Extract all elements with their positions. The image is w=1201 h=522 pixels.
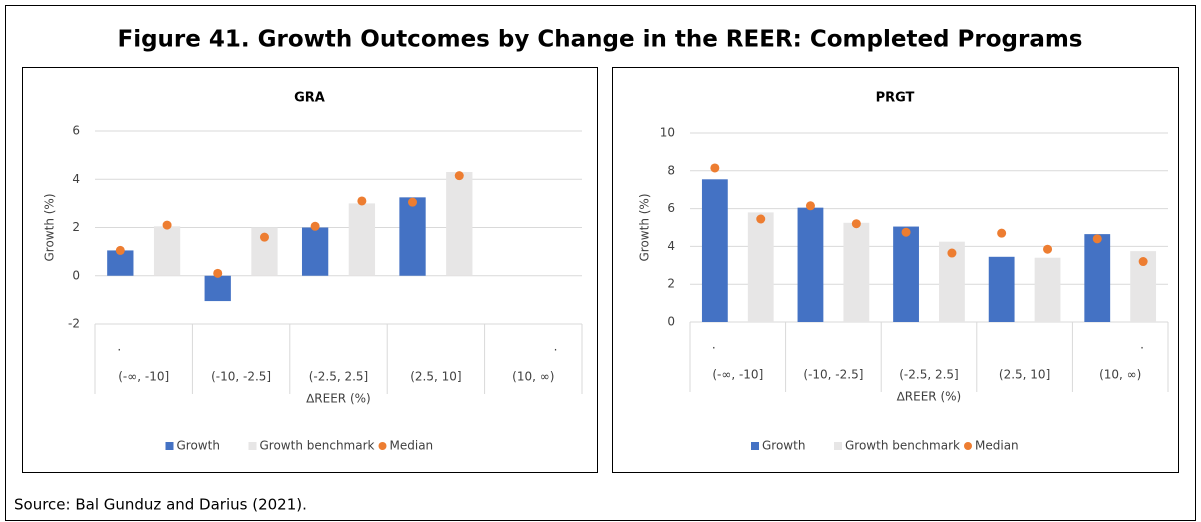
bar-label: . [1140, 338, 1144, 352]
bar [1084, 234, 1111, 322]
panel-border [22, 67, 598, 473]
median-dot [454, 171, 464, 181]
figure-title: Figure 41. Growth Outcomes by Change in … [117, 27, 1082, 53]
bar [1034, 257, 1061, 322]
x-tick-label: (2.5, 10] [999, 368, 1050, 382]
panel-title: PRGT [876, 91, 915, 106]
bar-label: . [712, 338, 716, 352]
x-tick-label: (-∞, -10] [712, 368, 763, 382]
x-tick-label: (-10, -2.5] [211, 370, 271, 384]
y-tick-label: 0 [667, 315, 675, 329]
bar [204, 275, 231, 302]
bar [348, 203, 376, 276]
y-axis-label: Growth (%) [43, 193, 57, 261]
median-dot [756, 214, 766, 224]
bar-label: . [117, 340, 121, 354]
median-dot [213, 268, 223, 278]
y-tick-label: 2 [667, 277, 675, 291]
x-tick-label: (-∞, -10] [118, 370, 169, 384]
x-tick-label: (-10, -2.5] [803, 368, 863, 382]
x-tick-label: (10, ∞) [512, 370, 554, 384]
legend-swatch [964, 442, 972, 450]
legend-swatch [378, 442, 387, 450]
bar [153, 226, 181, 276]
bar [747, 212, 774, 322]
median-dot [115, 245, 125, 255]
legend-swatch [834, 442, 842, 450]
y-tick-label: 10 [660, 126, 675, 140]
median-dot [1043, 244, 1053, 254]
y-tick-label: 6 [72, 124, 80, 138]
y-tick-label: 4 [72, 172, 80, 186]
median-dot [259, 232, 269, 242]
bar [399, 197, 426, 276]
bar [797, 207, 824, 322]
y-tick-label: 6 [667, 201, 675, 215]
legend-label: Growth [177, 439, 220, 453]
median-dot [901, 227, 911, 237]
x-axis-label: ∆REER (%) [896, 390, 961, 404]
y-axis-label: Growth (%) [638, 193, 652, 261]
bar [446, 172, 473, 276]
median-dot [851, 219, 861, 229]
panel-title: GRA [294, 91, 325, 106]
legend-swatch [165, 442, 174, 450]
y-tick-label: 4 [667, 239, 675, 253]
legend-label: Median [975, 439, 1019, 453]
x-tick-label: (10, ∞) [1099, 368, 1141, 382]
y-tick-label: 2 [72, 220, 80, 234]
x-tick-label: (-2.5, 2.5] [309, 370, 369, 384]
x-tick-label: (2.5, 10] [410, 370, 461, 384]
median-dot [162, 220, 172, 230]
bar-label: . [554, 340, 558, 354]
legend-label: Growth [762, 439, 805, 453]
median-dot [1138, 257, 1148, 267]
bar [988, 256, 1015, 322]
bar [701, 179, 728, 322]
legend-swatch [248, 442, 257, 450]
legend-label: Growth benchmark [260, 439, 375, 453]
legend-label: Growth benchmark [845, 439, 960, 453]
figure-border [5, 5, 1196, 521]
median-dot [408, 197, 418, 207]
bar [301, 227, 329, 276]
median-dot [357, 196, 367, 206]
y-tick-label: 8 [667, 163, 675, 177]
median-dot [947, 248, 957, 258]
y-tick-label: 0 [72, 268, 80, 282]
bar [843, 222, 870, 322]
legend-swatch [751, 442, 759, 450]
panel-border [612, 67, 1179, 473]
median-dot [1092, 234, 1102, 244]
median-dot [310, 221, 320, 231]
median-dot [710, 163, 720, 173]
source: Source: Bal Gunduz and Darius (2021). [14, 496, 307, 514]
median-dot [997, 228, 1007, 238]
legend-label: Median [390, 439, 434, 453]
y-tick-label: -2 [68, 317, 80, 331]
x-tick-label: (-2.5, 2.5] [899, 368, 959, 382]
bar [893, 226, 919, 322]
x-axis-label: ∆REER (%) [305, 392, 370, 406]
median-dot [805, 201, 815, 211]
